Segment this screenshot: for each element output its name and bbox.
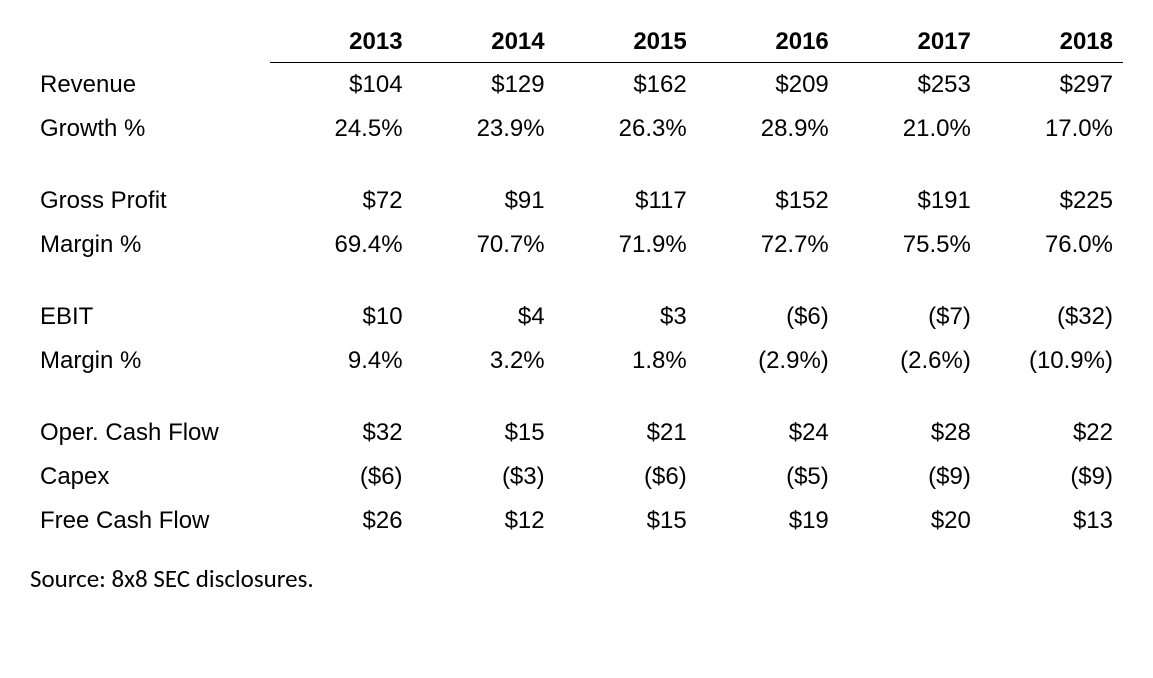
table-cell: 70.7% <box>413 223 555 267</box>
table-cell: ($3) <box>413 455 555 499</box>
table-row: EBIT $10 $4 $3 ($6) ($7) ($32) <box>30 295 1123 339</box>
table-cell: $12 <box>413 499 555 543</box>
spacer-row <box>30 151 1123 179</box>
row-label: Margin % <box>30 339 270 383</box>
table-cell: ($7) <box>839 295 981 339</box>
table-cell: ($32) <box>981 295 1123 339</box>
table-cell: $104 <box>270 63 412 108</box>
row-label: Free Cash Flow <box>30 499 270 543</box>
table-cell: ($9) <box>981 455 1123 499</box>
table-cell: $22 <box>981 411 1123 455</box>
table-cell: $13 <box>981 499 1123 543</box>
row-label: Gross Profit <box>30 179 270 223</box>
table-cell: 75.5% <box>839 223 981 267</box>
table-cell: $91 <box>413 179 555 223</box>
table-cell: $225 <box>981 179 1123 223</box>
financial-table: 2013 2014 2015 2016 2017 2018 Revenue $1… <box>30 20 1123 543</box>
table-cell: $10 <box>270 295 412 339</box>
table-cell: $19 <box>697 499 839 543</box>
row-label: EBIT <box>30 295 270 339</box>
table-cell: ($5) <box>697 455 839 499</box>
table-cell: $162 <box>555 63 697 108</box>
table-cell: 28.9% <box>697 107 839 151</box>
table-cell: $297 <box>981 63 1123 108</box>
table-cell: 9.4% <box>270 339 412 383</box>
table-row: Margin % 69.4% 70.7% 71.9% 72.7% 75.5% 7… <box>30 223 1123 267</box>
row-label: Margin % <box>30 223 270 267</box>
table-cell: $3 <box>555 295 697 339</box>
table-cell: $209 <box>697 63 839 108</box>
header-year-2017: 2017 <box>839 20 981 63</box>
header-year-2018: 2018 <box>981 20 1123 63</box>
table-cell: (10.9%) <box>981 339 1123 383</box>
table-row: Margin % 9.4% 3.2% 1.8% (2.9%) (2.6%) (1… <box>30 339 1123 383</box>
table-header-row: 2013 2014 2015 2016 2017 2018 <box>30 20 1123 63</box>
row-label: Growth % <box>30 107 270 151</box>
table-cell: ($6) <box>270 455 412 499</box>
table-cell: $24 <box>697 411 839 455</box>
table-cell: $20 <box>839 499 981 543</box>
table-cell: 71.9% <box>555 223 697 267</box>
table-row: Growth % 24.5% 23.9% 26.3% 28.9% 21.0% 1… <box>30 107 1123 151</box>
spacer-row <box>30 267 1123 295</box>
table-cell: 76.0% <box>981 223 1123 267</box>
table-cell: 17.0% <box>981 107 1123 151</box>
table-row: Free Cash Flow $26 $12 $15 $19 $20 $13 <box>30 499 1123 543</box>
table-cell: 21.0% <box>839 107 981 151</box>
table-cell: $191 <box>839 179 981 223</box>
table-cell: $253 <box>839 63 981 108</box>
table-cell: $32 <box>270 411 412 455</box>
table-cell: $117 <box>555 179 697 223</box>
table-cell: $26 <box>270 499 412 543</box>
table-cell: 24.5% <box>270 107 412 151</box>
header-blank <box>30 20 270 63</box>
table-cell: (2.9%) <box>697 339 839 383</box>
row-label: Oper. Cash Flow <box>30 411 270 455</box>
table-cell: $129 <box>413 63 555 108</box>
table-cell: $72 <box>270 179 412 223</box>
table-cell: 1.8% <box>555 339 697 383</box>
table-cell: $28 <box>839 411 981 455</box>
table-row: Revenue $104 $129 $162 $209 $253 $297 <box>30 63 1123 108</box>
table-cell: ($9) <box>839 455 981 499</box>
table-cell: ($6) <box>555 455 697 499</box>
table-cell: 72.7% <box>697 223 839 267</box>
header-year-2015: 2015 <box>555 20 697 63</box>
row-label: Revenue <box>30 63 270 108</box>
table-cell: 26.3% <box>555 107 697 151</box>
source-note: Source: 8x8 SEC disclosures. <box>30 563 1123 594</box>
header-year-2016: 2016 <box>697 20 839 63</box>
spacer-row <box>30 383 1123 411</box>
table-cell: 23.9% <box>413 107 555 151</box>
table-cell: $21 <box>555 411 697 455</box>
table-cell: ($6) <box>697 295 839 339</box>
row-label: Capex <box>30 455 270 499</box>
table-row: Gross Profit $72 $91 $117 $152 $191 $225 <box>30 179 1123 223</box>
table-row: Capex ($6) ($3) ($6) ($5) ($9) ($9) <box>30 455 1123 499</box>
table-cell: 3.2% <box>413 339 555 383</box>
table-cell: $15 <box>413 411 555 455</box>
table-cell: $15 <box>555 499 697 543</box>
table-row: Oper. Cash Flow $32 $15 $21 $24 $28 $22 <box>30 411 1123 455</box>
table-cell: (2.6%) <box>839 339 981 383</box>
header-year-2014: 2014 <box>413 20 555 63</box>
table-cell: $4 <box>413 295 555 339</box>
header-year-2013: 2013 <box>270 20 412 63</box>
table-cell: $152 <box>697 179 839 223</box>
table-cell: 69.4% <box>270 223 412 267</box>
